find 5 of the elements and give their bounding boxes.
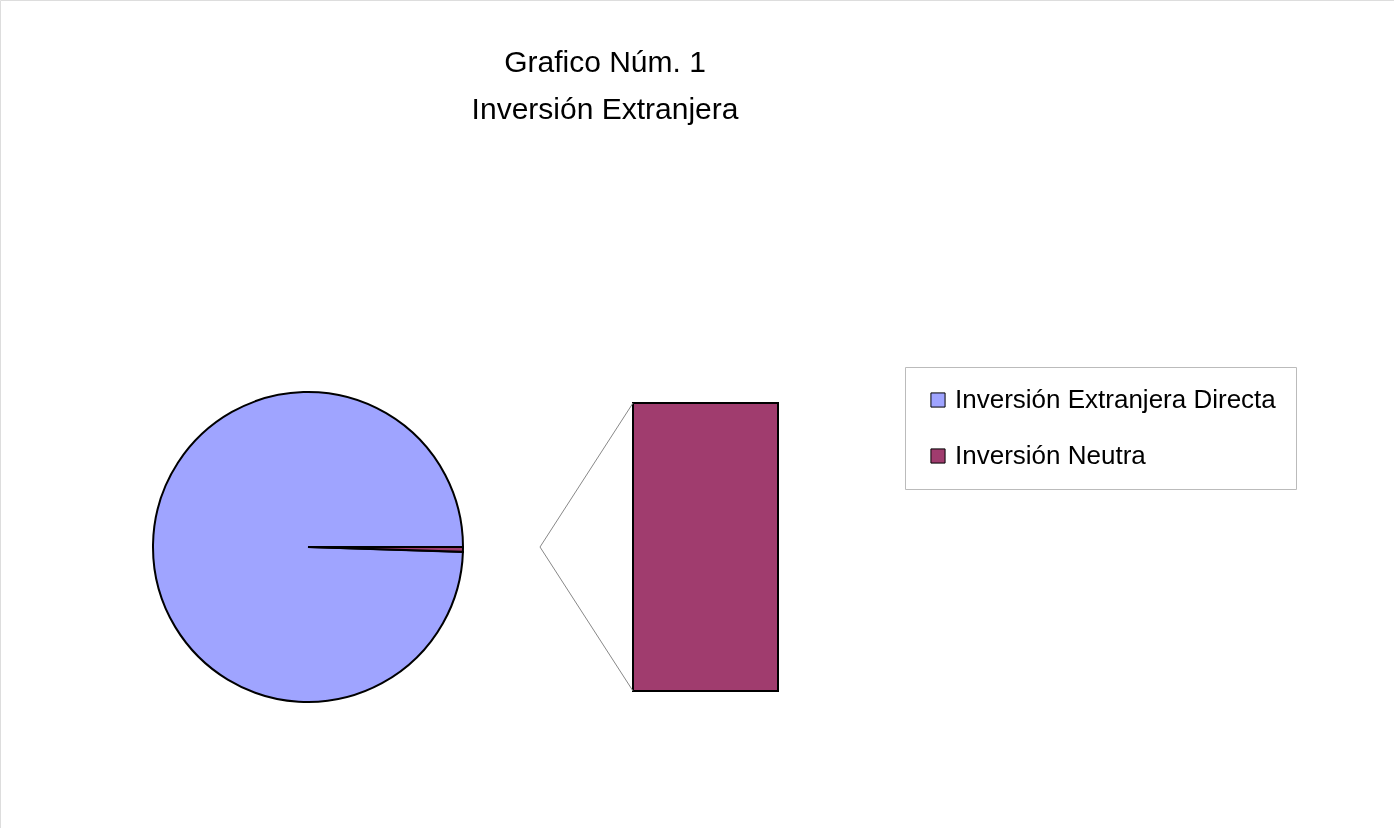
chart-subtitle: Inversión Extranjera — [471, 92, 739, 125]
pie-slice — [152, 391, 464, 704]
legend-label: Inversión Neutra — [955, 440, 1147, 470]
chart-title: Grafico Núm. 1 — [504, 45, 706, 78]
legend-label: Inversión Extranjera Directa — [955, 384, 1277, 414]
